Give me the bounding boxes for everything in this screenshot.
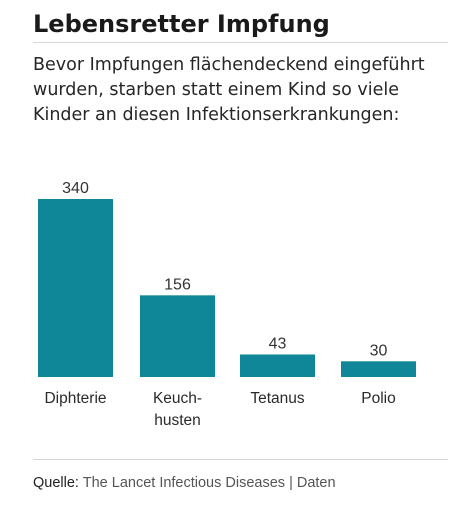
source-text[interactable]: The Lancet Infectious Diseases | Daten xyxy=(82,475,336,491)
category-label-1: Keuch-husten xyxy=(153,390,202,429)
data-label-3: 30 xyxy=(370,342,388,359)
source-line: Quelle: The Lancet Infectious Diseases |… xyxy=(33,474,336,492)
category-label-0: Diphterie xyxy=(44,390,106,407)
bar-0 xyxy=(38,199,113,377)
title-divider xyxy=(33,42,448,43)
category-label-3: Polio xyxy=(361,390,395,407)
data-label-2: 43 xyxy=(269,335,287,352)
bar-3 xyxy=(341,361,416,377)
bar-2 xyxy=(240,354,315,377)
data-label-1: 156 xyxy=(164,276,191,293)
chart-subtitle: Bevor Impfungen flächendeckend eingeführ… xyxy=(33,55,425,125)
category-label-2: Tetanus xyxy=(250,390,305,407)
bar-1 xyxy=(140,295,215,377)
source-divider xyxy=(33,459,448,460)
chart-title: Lebensretter Impfung xyxy=(33,10,330,38)
data-label-0: 340 xyxy=(62,180,89,197)
source-label: Quelle: xyxy=(33,475,79,491)
